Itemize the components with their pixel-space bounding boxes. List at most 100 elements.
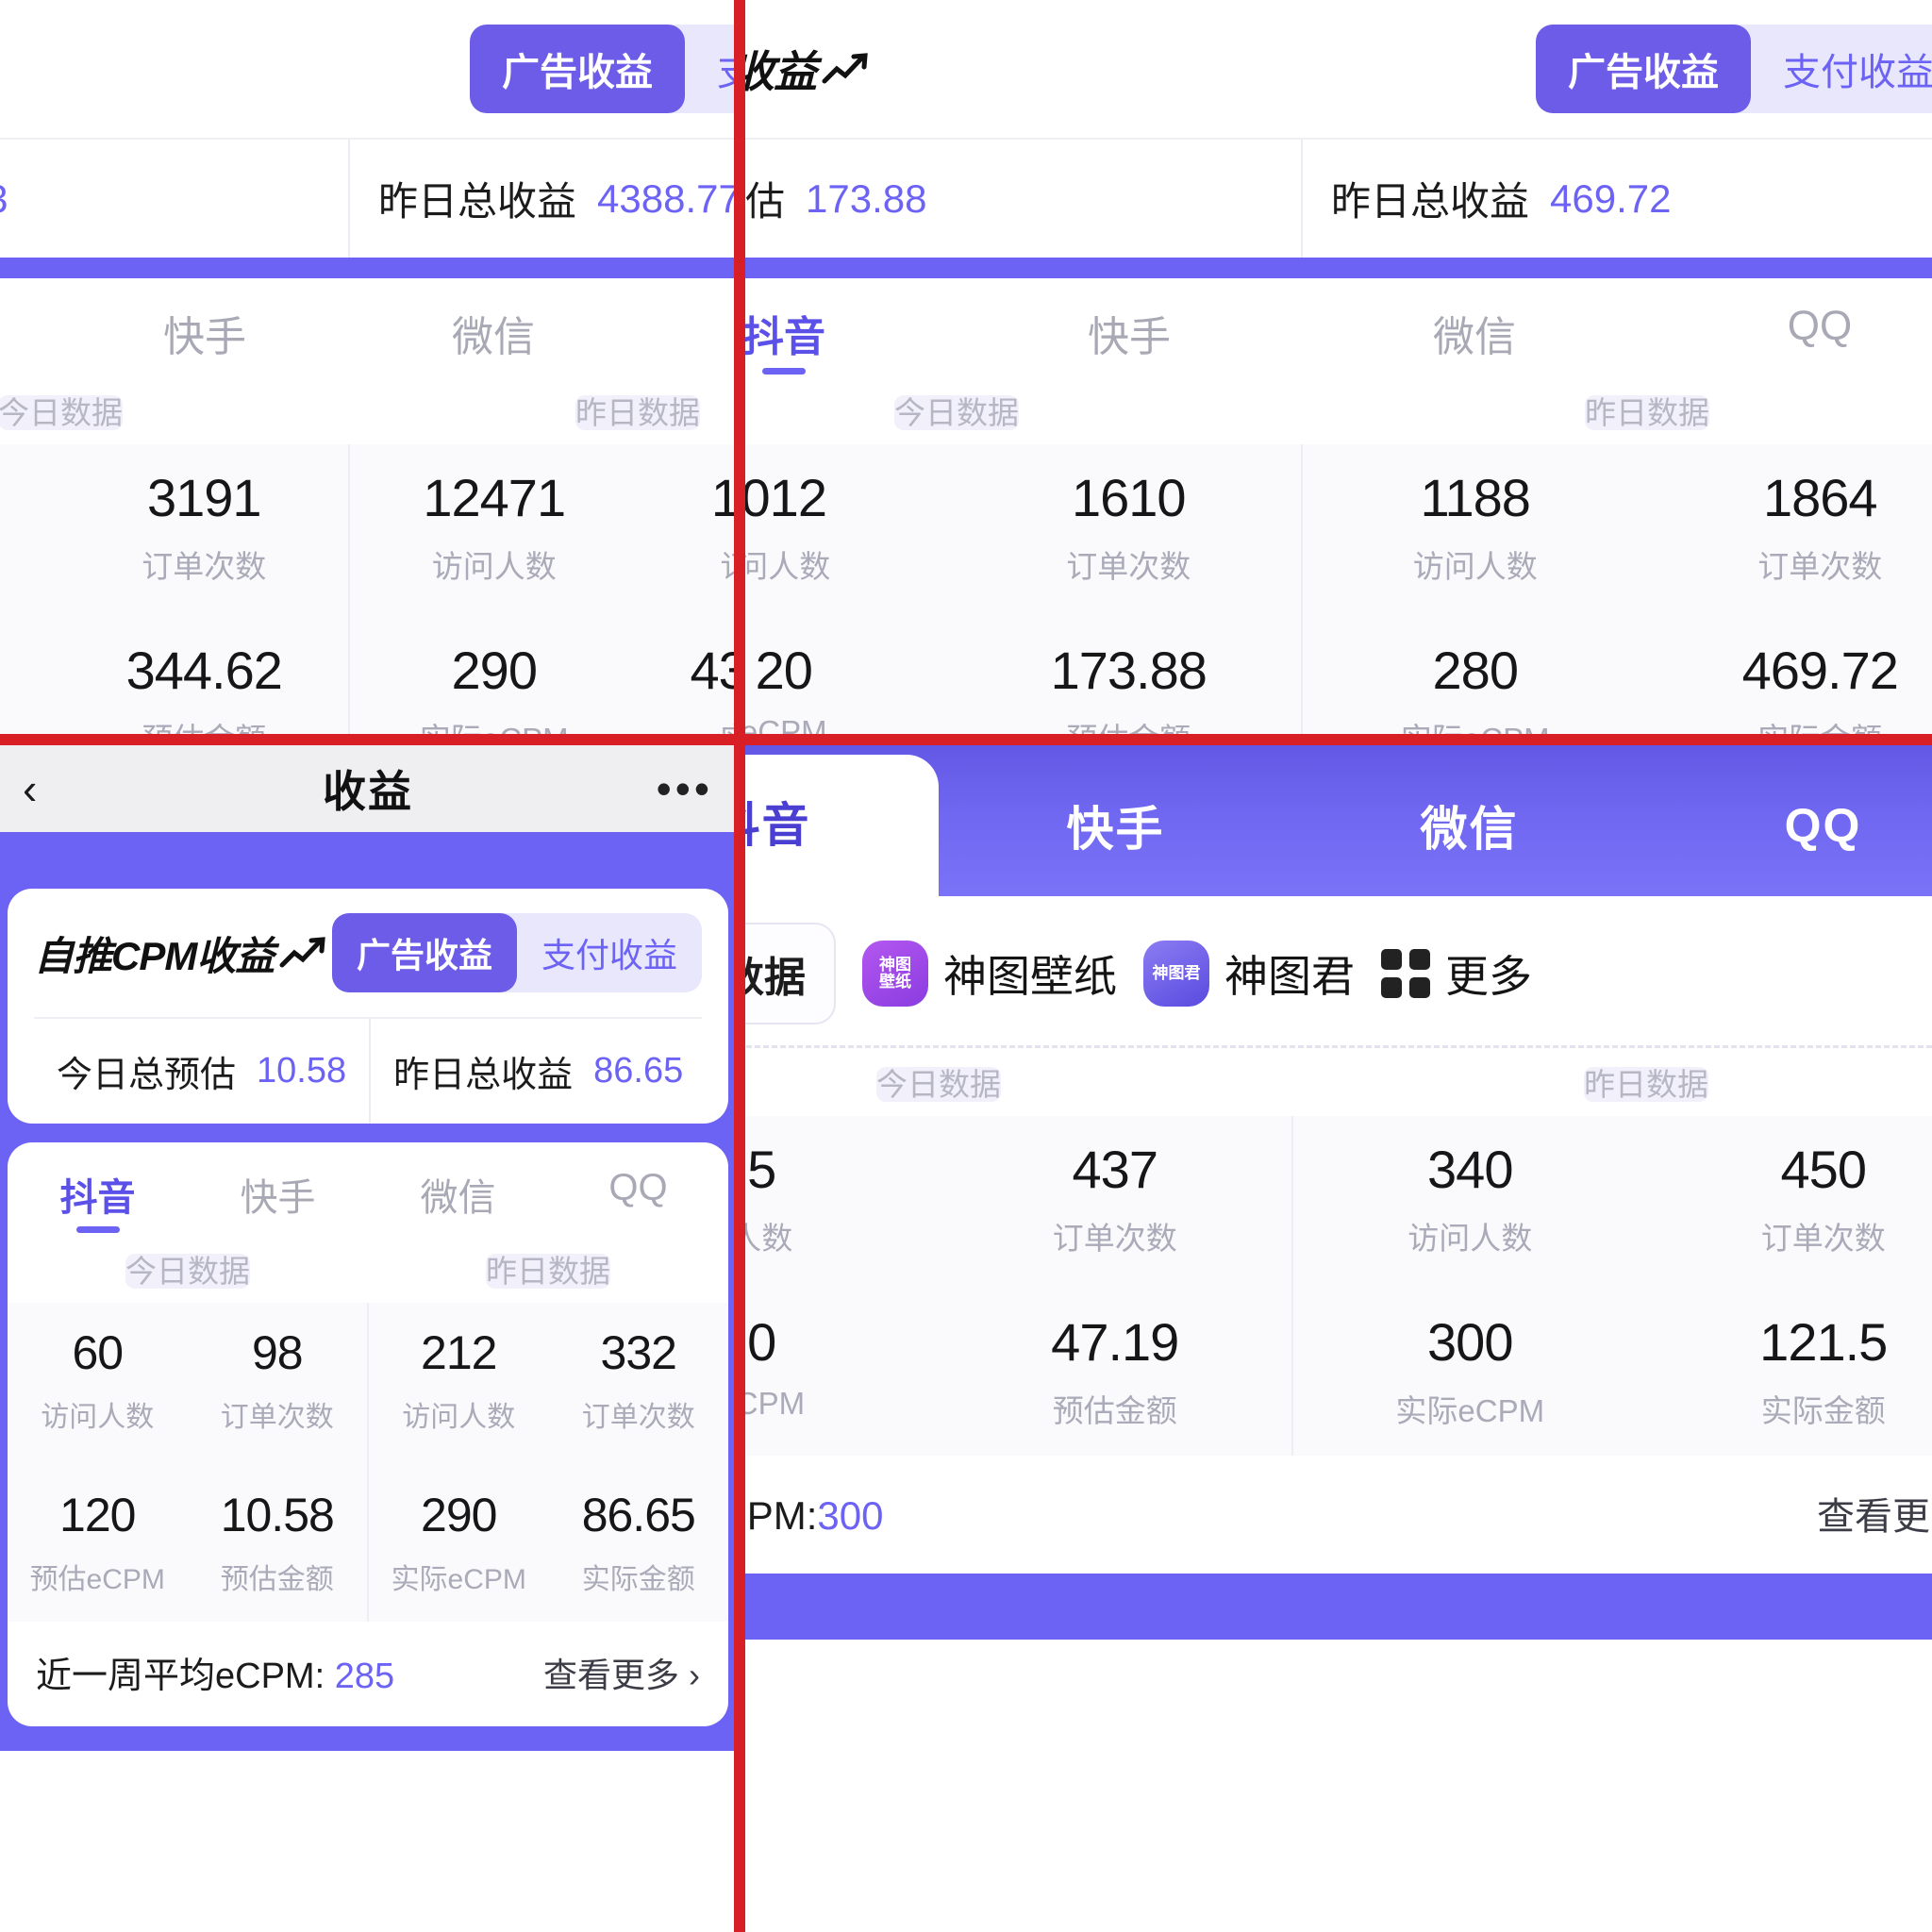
platform-tabs[interactable]: 抖音 快手 微信 QQ	[0, 278, 734, 376]
app-label: 神图壁纸	[943, 952, 1117, 1001]
more-apps-button[interactable]: 更多	[1381, 942, 1532, 1005]
metric-cell: 数	[0, 444, 60, 611]
today-total: 今日总预估 10.58	[34, 1019, 369, 1124]
platform-tab-douyin[interactable]: 抖音	[745, 278, 957, 376]
today-total-value: 173.88	[806, 175, 927, 221]
view-more-button[interactable]: 查看更多	[1817, 1495, 1932, 1538]
earnings-type-segmented[interactable]: 广告收益 支付收益	[470, 25, 734, 113]
platform-tabs[interactable]: 抖音 快手 微信 QQ	[8, 1142, 728, 1235]
tab-pay-earnings[interactable]: 支付收益	[1783, 52, 1932, 93]
tab-pay-earnings[interactable]: 支付收益	[541, 936, 677, 974]
platform-tab-qq[interactable]: QQ	[608, 1167, 668, 1208]
trend-arrow-up-icon	[279, 937, 326, 968]
metric-cell: 47.19 预估金额	[1051, 1312, 1179, 1428]
platform-tab-wechat[interactable]: 微信	[1433, 314, 1516, 360]
yesterday-total-value: 86.65	[593, 1051, 684, 1091]
app-item-shentu-wallpaper[interactable]: 神图 壁纸 神图壁纸	[862, 941, 1117, 1007]
platform-tab-douyin[interactable]: 抖音	[8, 1142, 188, 1235]
card-title: CPM收益	[745, 38, 873, 100]
today-total-label: 总预估	[745, 179, 786, 224]
more-dots-icon[interactable]: •••	[656, 763, 713, 813]
platform-tabs[interactable]: 抖音 快手 微信 QQ	[745, 755, 1932, 896]
yesterday-total-value: 469.72	[1550, 175, 1672, 221]
tab-ad-earnings[interactable]: 广告收益	[470, 25, 685, 113]
metric-cell: 212 访问人数	[367, 1303, 549, 1459]
metric-cell: 173.88预估金额	[1050, 641, 1208, 734]
platform-tab-douyin[interactable]: 抖音	[745, 755, 939, 896]
filter-all-data-button[interactable]: 全部数据	[745, 923, 836, 1024]
yesterday-total: 昨日总收益 4388.77	[348, 140, 734, 258]
panel-bottom-right: 抖音 快手 微信 QQ 全部数据 神图壁纸 神图壁纸 神图君 神图君	[745, 745, 1932, 1932]
avg-ecpm-value: 285	[334, 1657, 395, 1696]
app-navbar: ‹ 收益 •••	[0, 745, 734, 832]
back-icon[interactable]: ‹	[23, 764, 38, 813]
metric-cell: 469.72实际金额	[1741, 641, 1899, 734]
metric-cell: 280实际eCPM	[1301, 611, 1648, 734]
app-item-shentujun[interactable]: 神图君 神图君	[1143, 941, 1355, 1007]
metric-cell: 300 实际eCPM	[1291, 1283, 1647, 1456]
page-title: 收益	[323, 767, 413, 816]
metric-cell: 5 人数	[745, 1140, 793, 1256]
platform-tab-qq[interactable]: QQ	[638, 278, 734, 376]
today-total-value: 10.58	[257, 1051, 347, 1091]
metric-cell: 332 订单次数	[581, 1326, 695, 1433]
platform-tab-kuaishou[interactable]: 快手	[240, 1177, 316, 1219]
day-headers: 今日数据 昨日数据	[745, 376, 1932, 444]
platform-tabs[interactable]: 抖音 快手 微信 QQ	[745, 278, 1932, 376]
shentujun-icon: 神图君	[1143, 941, 1209, 1007]
platform-tab-qq[interactable]: QQ	[1787, 303, 1853, 349]
metric-cell: 16814订单次数	[710, 468, 734, 584]
platform-tab-wechat[interactable]: 微信	[1420, 803, 1519, 856]
yesterday-total: 昨日总收益 86.65	[369, 1019, 706, 1124]
yesterday-chip: 昨日数据	[486, 1254, 610, 1289]
yesterday-total-label: 昨日总收益	[393, 1056, 574, 1095]
tab-ad-earnings[interactable]: 广告收益	[1536, 25, 1751, 113]
metric-cell: 450 订单次数	[1760, 1140, 1886, 1256]
earnings-header-card: m收益 广告收益 支付收益 估	[0, 0, 734, 258]
metric-cell: 20 eCPM	[745, 641, 827, 734]
more-apps-label: 更多	[1445, 952, 1532, 1001]
tab-pay-earnings[interactable]: 支付收益	[685, 25, 734, 113]
metrics-row-2: 120 预估eCPM 10.58 预估金额 290 实际eCPM 86.65 实际金额	[8, 1459, 728, 1622]
divider	[745, 1045, 1932, 1048]
app-label: 神图君	[1224, 952, 1355, 1001]
day-headers: 今日数据 昨日数据	[8, 1235, 728, 1303]
card-footer: 近一周平均eCPM: 285 查看更多 ›	[8, 1622, 728, 1726]
metric-cell: 344.62预估金额	[125, 641, 283, 734]
metric-cell: 98 订单次数	[220, 1326, 334, 1433]
shentu-wallpaper-icon: 神图 壁纸	[862, 941, 928, 1007]
platform-tab-kuaishou[interactable]: 快手	[1088, 314, 1171, 360]
today-chip: 今日数据	[125, 1254, 250, 1289]
platform-tab-douyin[interactable]: 抖音	[0, 278, 60, 376]
app-filter-row: 全部数据 神图壁纸 神图壁纸 神图君 神图君 更多	[745, 896, 1932, 1045]
bottom-purple-strip	[745, 1574, 1932, 1640]
platform-tab-kuaishou[interactable]: 快手	[163, 314, 246, 360]
today-total-label: 今日总预估	[57, 1056, 237, 1095]
platform-tab-wechat[interactable]: 微信	[452, 314, 535, 360]
panel-top-left: m收益 广告收益 支付收益 估	[0, 0, 734, 734]
view-more-button[interactable]: 查看更多 ›	[542, 1655, 700, 1694]
platform-tab-qq[interactable]: QQ	[1784, 799, 1862, 852]
card-title: 自推CPM收益	[34, 924, 330, 982]
trend-arrow-up-icon	[822, 53, 868, 84]
earnings-header-card: 自推CPM收益 广告收益 支付收益 今日	[8, 889, 728, 1124]
yesterday-chip: 昨日数据	[1585, 395, 1709, 430]
grid-icon	[1381, 949, 1430, 998]
yesterday-chip: 昨日数据	[575, 395, 700, 430]
platform-stats-card: 抖音 快手 微信 QQ 今日数据 昨日数据 012 问人数 1610 订单次数 11…	[745, 278, 1932, 734]
earnings-type-segmented[interactable]: 广告收益 支付收益	[331, 913, 702, 992]
chevron-right-icon: ›	[689, 1655, 700, 1694]
metric-cell: 60 访问人数	[41, 1326, 155, 1433]
tab-ad-earnings[interactable]: 广告收益	[331, 913, 517, 992]
yesterday-total-label: 昨日总收益	[378, 179, 577, 224]
earnings-type-segmented[interactable]: 广告收益 支付收益	[1536, 25, 1932, 113]
metrics-row-1: 012 问人数 1610 订单次数 1188 访问人数 1864 订单次数	[745, 444, 1932, 611]
avg-ecpm-value: 300	[817, 1493, 884, 1538]
metric-cell: 4388.45实际金额	[690, 641, 734, 734]
platform-tab-wechat[interactable]: 微信	[420, 1177, 496, 1219]
platform-tab-kuaishou[interactable]: 快手	[1066, 803, 1165, 856]
